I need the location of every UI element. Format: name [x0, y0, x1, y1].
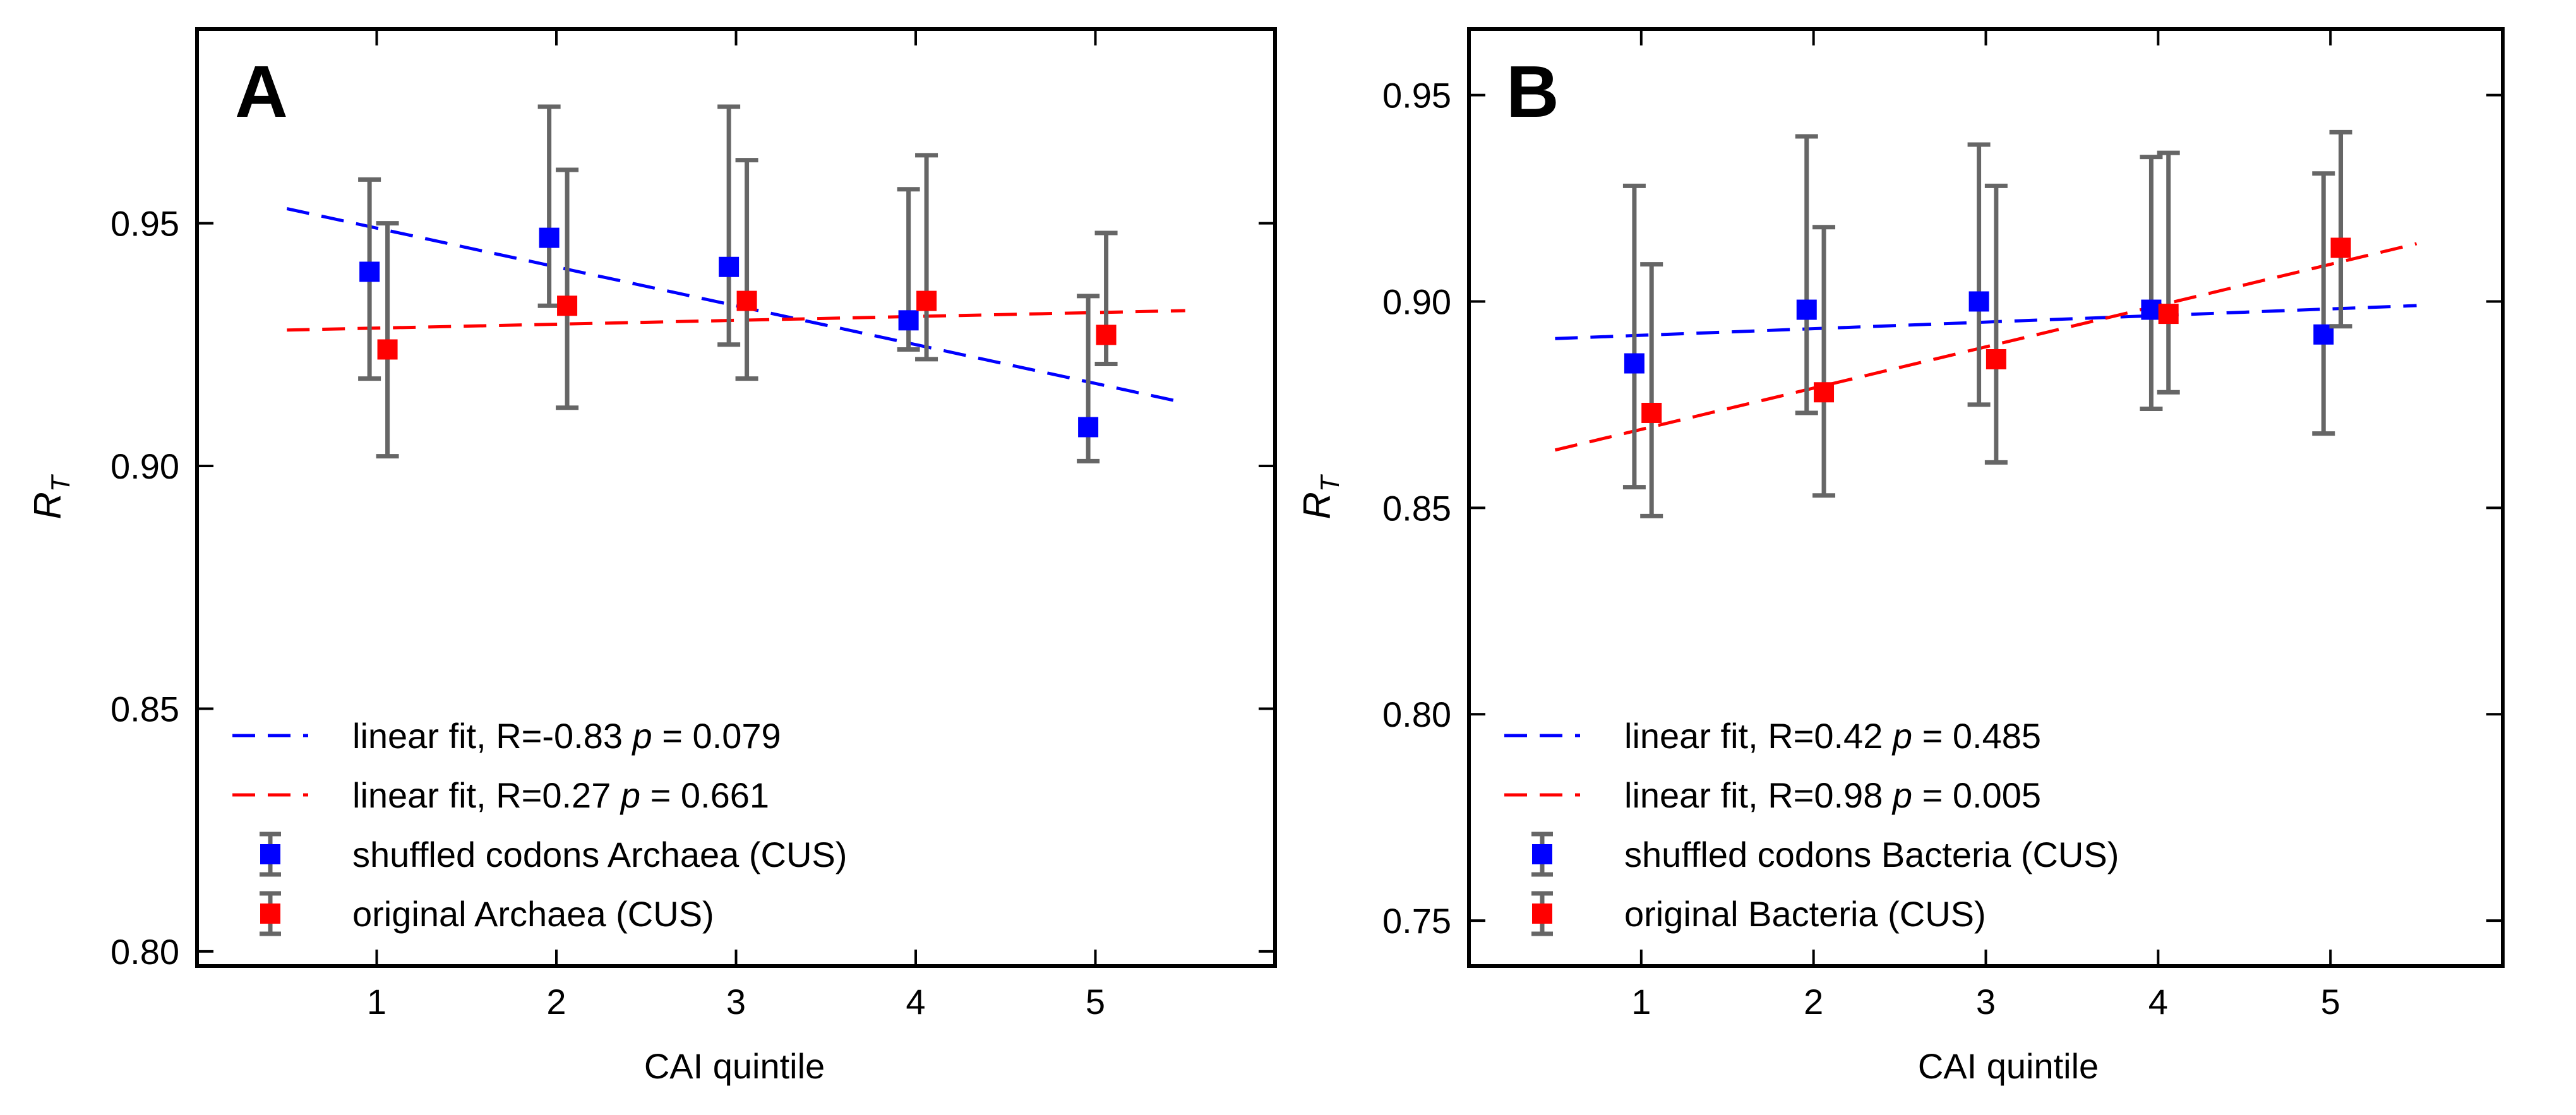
data-point-shuffled [2141, 299, 2162, 320]
legend-marker-shuffled [260, 844, 280, 864]
fit-line-original [287, 309, 1185, 332]
plot-frame [1467, 27, 2505, 968]
y-tick-label: 0.80 [1382, 695, 1451, 734]
data-point-original [1986, 349, 2006, 369]
x-tick-label: 4 [2148, 982, 2168, 1022]
legend-label: original Bacteria (CUS) [1624, 894, 1986, 934]
data-point-shuffled [1796, 299, 1817, 320]
y-tick-label: 0.90 [1382, 282, 1451, 321]
legend-marker-original [260, 903, 280, 924]
y-tick-label: 0.95 [1382, 76, 1451, 116]
x-tick-label: 2 [546, 982, 566, 1022]
data-point-shuffled [1968, 291, 1989, 312]
y-tick-label: 0.90 [111, 446, 179, 486]
panel-a: A CAI quintile RT 0.80 0.85 0.90 0.95 1 2 3 4 5 l… [27, 27, 1277, 1086]
data-point-shuffled [719, 256, 740, 277]
data-point-shuffled [1078, 417, 1099, 438]
fit-line-original [1554, 242, 2417, 452]
legend-label: shuffled codons Archaea (CUS) [352, 835, 847, 874]
y-tick-label: 0.80 [111, 932, 179, 972]
panel-letter: A [235, 51, 288, 133]
y-tick-label: 0.85 [1382, 488, 1451, 528]
data-point-original [1096, 325, 1117, 345]
x-tick-label: 5 [1086, 982, 1105, 1022]
y-tick-label: 0.85 [111, 689, 179, 729]
x-tick-label: 3 [726, 982, 746, 1022]
legend-label: shuffled codons Bacteria (CUS) [1624, 835, 2119, 874]
x-tick-label: 3 [1976, 982, 1996, 1022]
data-point-original [916, 290, 937, 311]
data-point-shuffled [1624, 353, 1644, 374]
y-tick-label: 0.95 [111, 204, 179, 244]
data-point-original [736, 290, 757, 311]
data-point-original [2330, 237, 2351, 258]
fit-line-shuffled [286, 207, 1186, 405]
x-tick-label: 1 [367, 982, 386, 1022]
data-point-original [1814, 382, 1835, 403]
data-point-original [1641, 402, 1662, 423]
x-tick-label: 5 [2321, 982, 2340, 1022]
y-axis-label: RT [27, 474, 75, 519]
plot-frame [195, 27, 1277, 968]
legend-label: linear fit, R=-0.83 p = 0.079 [352, 716, 781, 756]
data-point-original [377, 339, 398, 360]
y-tick-label: 0.75 [1382, 901, 1451, 941]
data-point-original [557, 295, 578, 316]
x-axis-label: CAI quintile [1918, 1046, 2099, 1086]
x-tick-label: 4 [906, 982, 925, 1022]
y-axis-label-sub: T [1315, 474, 1345, 492]
legend-label: original Archaea (CUS) [352, 894, 714, 934]
data-point-shuffled [898, 310, 919, 331]
panel-b: B CAI quintile RT 0.75 0.80 0.85 0.90 0.95 1 2… [1296, 27, 2505, 1086]
data-point-shuffled [539, 227, 560, 248]
x-axis-label: CAI quintile [644, 1046, 825, 1086]
x-tick-label: 2 [1804, 982, 1823, 1022]
legend-label: linear fit, R=0.42 p = 0.485 [1624, 716, 2041, 756]
data-point-shuffled [359, 261, 380, 282]
data-point-original [2158, 304, 2179, 325]
legend-marker-shuffled [1532, 844, 1552, 864]
legend-label: linear fit, R=0.27 p = 0.661 [352, 775, 769, 815]
y-axis-label-main: R [27, 492, 69, 519]
panel-letter: B [1506, 51, 1559, 133]
legend-marker-original [1532, 903, 1552, 924]
y-axis-label: RT [1296, 474, 1345, 519]
y-axis-label-sub: T [45, 474, 75, 492]
legend-label: linear fit, R=0.98 p = 0.005 [1624, 775, 2041, 815]
x-tick-label: 1 [1631, 982, 1651, 1022]
fit-line-shuffled [1555, 304, 2417, 340]
y-axis-label-main: R [1296, 492, 1338, 519]
